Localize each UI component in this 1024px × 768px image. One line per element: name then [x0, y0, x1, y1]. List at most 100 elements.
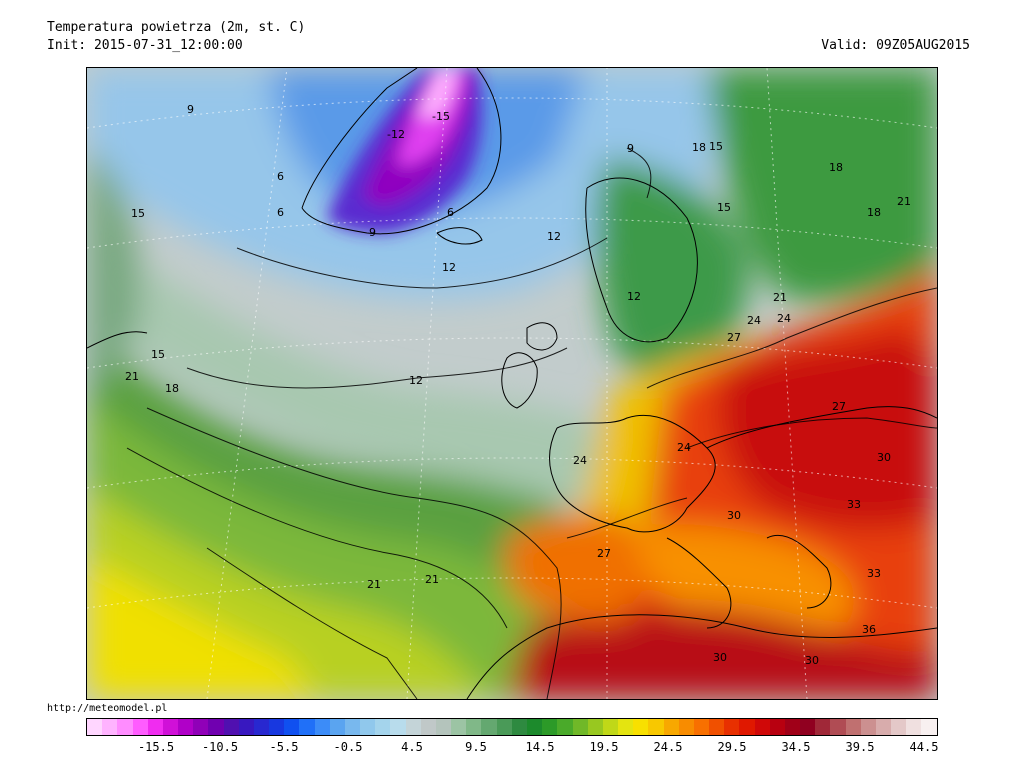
legend-labels: -15.5 -10.5 -5.5 -0.5 4.5 9.5 14.5 19.5 24.5 29.5…	[86, 740, 939, 756]
contour-label: 6	[277, 206, 284, 219]
legend-swatch	[102, 719, 118, 735]
legend-swatch	[162, 719, 179, 735]
legend-tick-label: 4.5	[401, 740, 423, 754]
legend-tick-label: 9.5	[465, 740, 487, 754]
legend-swatch	[693, 719, 710, 735]
contour-label: 9	[627, 142, 634, 155]
legend-swatch	[906, 719, 922, 735]
init-time: Init: 2015-07-31_12:00:00	[47, 38, 243, 53]
legend-swatch	[921, 719, 937, 735]
contour-label: 27	[727, 331, 741, 344]
legend-tick-label: 34.5	[781, 740, 811, 754]
legend-swatch	[602, 719, 619, 735]
contour-label: 27	[597, 547, 611, 560]
legend-swatch	[709, 719, 725, 735]
legend-swatch	[390, 719, 406, 735]
legend-swatch	[238, 719, 254, 735]
contour-label: 12	[547, 230, 561, 243]
legend-swatch	[269, 719, 285, 735]
legend-swatch	[663, 719, 679, 735]
contour-label: 27	[832, 400, 846, 413]
legend-tick-label: 39.5	[845, 740, 875, 754]
legend-swatch	[481, 719, 497, 735]
legend-tick-label: -0.5	[333, 740, 363, 754]
legend-swatch	[299, 719, 315, 735]
legend-swatch	[178, 719, 194, 735]
legend-swatch	[754, 719, 770, 735]
legend-swatch	[511, 719, 527, 735]
legend-swatch	[208, 719, 224, 735]
legend-tick-label: 19.5	[589, 740, 619, 754]
legend-swatch	[360, 719, 376, 735]
contour-label: 30	[877, 451, 891, 464]
legend-swatch	[375, 719, 391, 735]
contour-label: 9	[369, 226, 376, 239]
contour-label: 36	[862, 623, 876, 636]
contour-label: 18	[867, 206, 881, 219]
legend-swatch	[147, 719, 163, 735]
contour-label: 12	[442, 261, 456, 274]
coastlines	[87, 68, 937, 699]
legend-swatch	[344, 719, 361, 735]
legend-tick-label: -5.5	[269, 740, 299, 754]
contour-label: -15	[432, 110, 450, 123]
credit-link[interactable]: http://meteomodel.pl	[47, 703, 168, 714]
legend-swatch	[618, 719, 634, 735]
legend-swatch	[830, 719, 846, 735]
contour-label: 21	[773, 291, 787, 304]
legend-swatch	[769, 719, 785, 735]
legend-swatch	[891, 719, 907, 735]
legend-tick-label: 24.5	[653, 740, 683, 754]
legend-swatch	[572, 719, 588, 735]
legend-swatch	[87, 719, 103, 735]
contour-label: 30	[727, 509, 741, 522]
legend-tick-label: 14.5	[525, 740, 555, 754]
legend-swatch	[253, 719, 270, 735]
contour-label: 18	[829, 161, 843, 174]
legend-swatch	[223, 719, 239, 735]
contour-label: 6	[277, 170, 284, 183]
temperature-field	[87, 68, 937, 699]
legend-swatch	[193, 719, 209, 735]
map-title: Temperatura powietrza (2m, st. C)	[47, 20, 306, 35]
valid-time: Valid: 09Z05AUG2015	[821, 38, 970, 53]
legend-swatch	[739, 719, 755, 735]
contour-label: 21	[367, 578, 381, 591]
contour-label: 33	[867, 567, 881, 580]
legend-tick-label: -15.5	[137, 740, 175, 754]
legend-swatch	[542, 719, 558, 735]
legend-swatch	[860, 719, 876, 735]
contour-label: 15	[151, 348, 165, 361]
temperature-map[interactable]: 9 6 -15 -12 6 6 9 15 9 12 12 12 12 15 18 21 15 18 18 21 24 21…	[86, 67, 938, 700]
contour-labels: 96-15-126 6915912121212151821151818212421…	[125, 103, 911, 667]
legend-swatch	[875, 719, 892, 735]
map-canvas: 96-15-126 6915912121212151821151818212421…	[87, 68, 937, 699]
legend-swatch	[526, 719, 543, 735]
legend-swatch	[648, 719, 664, 735]
legend-swatch	[557, 719, 573, 735]
legend-swatch	[724, 719, 740, 735]
legend-swatch	[117, 719, 133, 735]
contour-label: -12	[387, 128, 405, 141]
contour-label: 21	[897, 195, 911, 208]
contour-label: 15	[717, 201, 731, 214]
legend-tick-label: -10.5	[201, 740, 239, 754]
legend-swatch	[845, 719, 861, 735]
legend-swatch	[420, 719, 436, 735]
legend-swatch	[451, 719, 467, 735]
legend-swatch	[815, 719, 831, 735]
legend-swatch	[496, 719, 512, 735]
greenland-cold-core	[327, 68, 483, 233]
legend-swatch	[466, 719, 482, 735]
legend-tick-label: 29.5	[717, 740, 747, 754]
contour-label: 9	[187, 103, 194, 116]
legend-swatch	[633, 719, 649, 735]
color-legend	[86, 718, 938, 736]
contour-label: 18	[692, 141, 706, 154]
contour-label: 30	[713, 651, 727, 664]
legend-swatch	[678, 719, 694, 735]
contour-label: 21	[125, 370, 139, 383]
contour-label: 21	[425, 573, 439, 586]
contour-label: 33	[847, 498, 861, 511]
contour-label: 12	[409, 374, 423, 387]
